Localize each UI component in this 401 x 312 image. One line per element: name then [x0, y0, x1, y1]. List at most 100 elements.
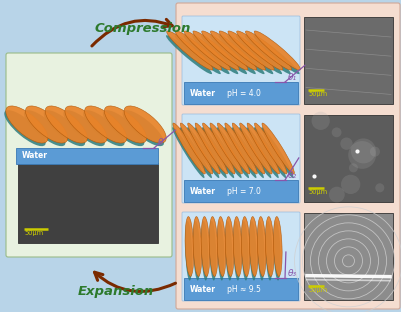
Ellipse shape	[24, 110, 65, 146]
Text: θ: θ	[157, 139, 162, 148]
Circle shape	[347, 141, 375, 169]
FancyArrowPatch shape	[94, 272, 175, 291]
Ellipse shape	[261, 127, 293, 178]
Ellipse shape	[124, 106, 166, 143]
Ellipse shape	[273, 221, 280, 280]
Ellipse shape	[209, 217, 217, 276]
FancyBboxPatch shape	[184, 278, 297, 300]
Ellipse shape	[273, 217, 282, 276]
Ellipse shape	[225, 217, 233, 276]
Text: pH = 7.0: pH = 7.0	[227, 187, 261, 196]
Ellipse shape	[192, 35, 238, 74]
Text: pH ≈ 9.5: pH ≈ 9.5	[227, 285, 261, 294]
Ellipse shape	[253, 127, 286, 178]
Ellipse shape	[166, 31, 213, 70]
Ellipse shape	[6, 106, 48, 143]
Ellipse shape	[187, 127, 219, 178]
Ellipse shape	[225, 221, 232, 280]
FancyBboxPatch shape	[182, 16, 299, 105]
Ellipse shape	[201, 31, 247, 70]
Ellipse shape	[184, 221, 192, 280]
Ellipse shape	[265, 221, 272, 280]
Ellipse shape	[194, 127, 226, 178]
Ellipse shape	[103, 110, 144, 146]
Text: 50μm: 50μm	[307, 287, 326, 293]
Ellipse shape	[45, 106, 87, 143]
Circle shape	[340, 175, 359, 194]
Ellipse shape	[261, 123, 294, 174]
Text: Water: Water	[190, 187, 215, 196]
FancyBboxPatch shape	[18, 163, 158, 243]
Ellipse shape	[217, 221, 224, 280]
FancyBboxPatch shape	[303, 17, 392, 104]
Text: 50μm: 50μm	[24, 230, 43, 236]
Ellipse shape	[244, 35, 290, 74]
Ellipse shape	[175, 31, 221, 70]
Ellipse shape	[65, 106, 107, 143]
Ellipse shape	[218, 35, 264, 74]
Ellipse shape	[224, 123, 257, 174]
Ellipse shape	[210, 31, 256, 70]
Text: Water: Water	[190, 89, 215, 97]
Circle shape	[348, 163, 357, 172]
Ellipse shape	[247, 123, 279, 174]
Text: 50μm: 50μm	[307, 189, 326, 195]
Circle shape	[331, 128, 340, 137]
Ellipse shape	[249, 221, 256, 280]
Ellipse shape	[209, 221, 216, 280]
Ellipse shape	[83, 110, 124, 146]
Ellipse shape	[257, 217, 265, 276]
Text: θ₃: θ₃	[288, 269, 296, 278]
Ellipse shape	[104, 106, 146, 143]
Ellipse shape	[200, 35, 247, 74]
FancyBboxPatch shape	[182, 212, 299, 301]
Ellipse shape	[202, 123, 235, 174]
Ellipse shape	[227, 31, 273, 70]
Text: pH = 4.0: pH = 4.0	[227, 89, 261, 97]
Ellipse shape	[217, 217, 225, 276]
Ellipse shape	[187, 123, 220, 174]
Ellipse shape	[85, 106, 126, 143]
Ellipse shape	[235, 35, 282, 74]
Ellipse shape	[254, 123, 286, 174]
Ellipse shape	[63, 110, 105, 146]
Ellipse shape	[122, 110, 164, 146]
Ellipse shape	[209, 123, 242, 174]
Ellipse shape	[236, 31, 282, 70]
Ellipse shape	[200, 217, 209, 276]
FancyBboxPatch shape	[184, 82, 297, 104]
Ellipse shape	[239, 127, 271, 178]
Circle shape	[311, 112, 329, 130]
Ellipse shape	[241, 221, 248, 280]
Ellipse shape	[184, 31, 230, 70]
FancyBboxPatch shape	[184, 180, 297, 202]
Ellipse shape	[239, 123, 271, 174]
Text: Water: Water	[190, 285, 215, 294]
Circle shape	[369, 147, 379, 157]
Ellipse shape	[209, 127, 241, 178]
Ellipse shape	[183, 35, 229, 74]
Ellipse shape	[209, 35, 255, 74]
FancyBboxPatch shape	[6, 53, 172, 257]
Ellipse shape	[249, 217, 257, 276]
Ellipse shape	[231, 127, 263, 178]
Text: θ₁: θ₁	[288, 73, 296, 82]
FancyArrowPatch shape	[92, 19, 172, 46]
Ellipse shape	[257, 221, 264, 280]
Ellipse shape	[174, 35, 220, 74]
Text: θ₂: θ₂	[288, 171, 296, 180]
Ellipse shape	[201, 127, 234, 178]
Ellipse shape	[172, 127, 204, 178]
Ellipse shape	[216, 127, 248, 178]
Circle shape	[375, 183, 383, 192]
Text: 50μm: 50μm	[307, 91, 326, 97]
Ellipse shape	[200, 221, 208, 280]
Ellipse shape	[192, 31, 239, 70]
Ellipse shape	[172, 123, 205, 174]
FancyBboxPatch shape	[182, 114, 299, 203]
Text: Water: Water	[22, 152, 48, 160]
Circle shape	[340, 138, 352, 150]
Text: Compression: Compression	[95, 22, 191, 35]
Ellipse shape	[192, 221, 200, 280]
Ellipse shape	[192, 217, 201, 276]
